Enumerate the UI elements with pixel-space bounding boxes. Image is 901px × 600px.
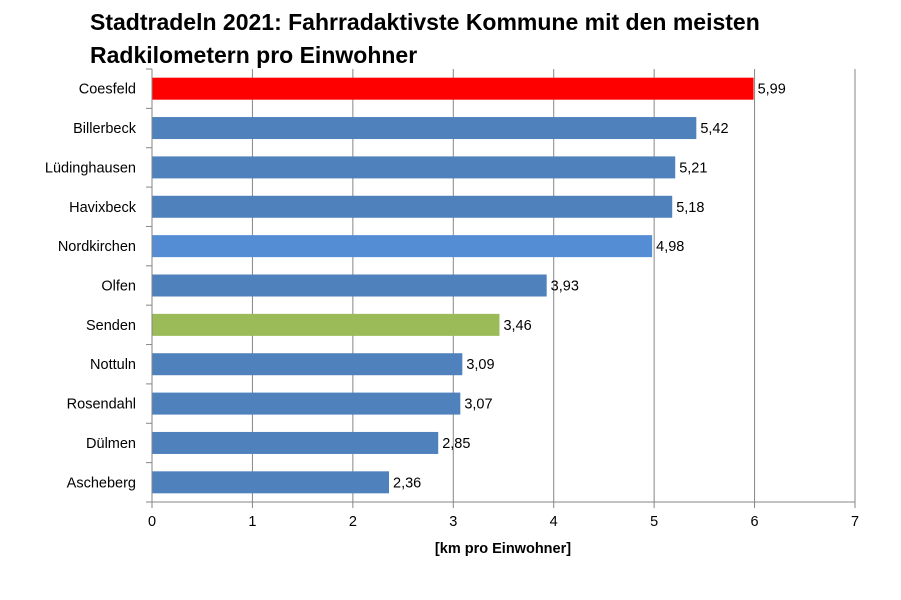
chart-title-line-2: Radkilometern pro Einwohner <box>90 42 417 68</box>
value-label: 3,09 <box>466 357 494 373</box>
x-axis-label: [km pro Einwohner] <box>435 541 571 557</box>
bar <box>152 77 754 100</box>
x-tick-label: 7 <box>851 514 859 530</box>
value-label: 2,36 <box>393 475 421 491</box>
bar <box>152 195 673 218</box>
x-tick-label: 6 <box>751 514 759 530</box>
x-tick-label: 0 <box>148 514 156 530</box>
category-label: Lüdinghausen <box>45 160 136 176</box>
category-label: Olfen <box>101 279 136 295</box>
value-label: 3,07 <box>464 397 492 413</box>
x-tick-label: 2 <box>349 514 357 530</box>
value-labels: 5,99 5,42 5,21 5,18 4,98 3,93 3,46 3,09 3,07 2,85… <box>393 82 786 492</box>
category-label: Senden <box>86 318 136 334</box>
category-label: Havixbeck <box>69 200 137 216</box>
bar <box>152 471 390 494</box>
value-label: 3,93 <box>551 279 579 295</box>
value-label: 4,98 <box>656 239 684 255</box>
x-tick-label: 1 <box>248 514 256 530</box>
value-label: 2,85 <box>442 436 470 452</box>
category-label: Coesfeld <box>79 82 136 98</box>
x-tick-label: 3 <box>449 514 457 530</box>
chart-title-line-1: Stadtradeln 2021: Fahrradaktivste Kommun… <box>90 9 760 35</box>
bar <box>152 274 547 297</box>
x-tick-label: 4 <box>550 514 558 530</box>
bar <box>152 392 461 415</box>
bar <box>152 117 697 140</box>
category-label: Rosendahl <box>67 397 136 413</box>
bars <box>152 77 754 494</box>
category-label: Dülmen <box>86 436 136 452</box>
bar <box>152 313 500 336</box>
x-tick-labels: 0 1 2 3 4 5 6 7 <box>148 514 859 530</box>
category-label: Nordkirchen <box>58 239 136 255</box>
axes <box>146 68 856 508</box>
bar <box>152 431 439 454</box>
value-label: 5,18 <box>676 200 704 216</box>
category-labels: Coesfeld Billerbeck Lüdinghausen Havixbeck N… <box>45 82 137 492</box>
category-label: Billerbeck <box>73 121 137 137</box>
bar <box>152 235 653 258</box>
category-label: Nottuln <box>90 357 136 373</box>
bar <box>152 156 676 179</box>
value-label: 5,99 <box>758 82 786 98</box>
value-label: 3,46 <box>503 318 531 334</box>
bar <box>152 353 463 376</box>
x-tick-label: 5 <box>650 514 658 530</box>
value-label: 5,21 <box>679 160 707 176</box>
value-label: 5,42 <box>700 121 728 137</box>
category-label: Ascheberg <box>67 475 136 491</box>
